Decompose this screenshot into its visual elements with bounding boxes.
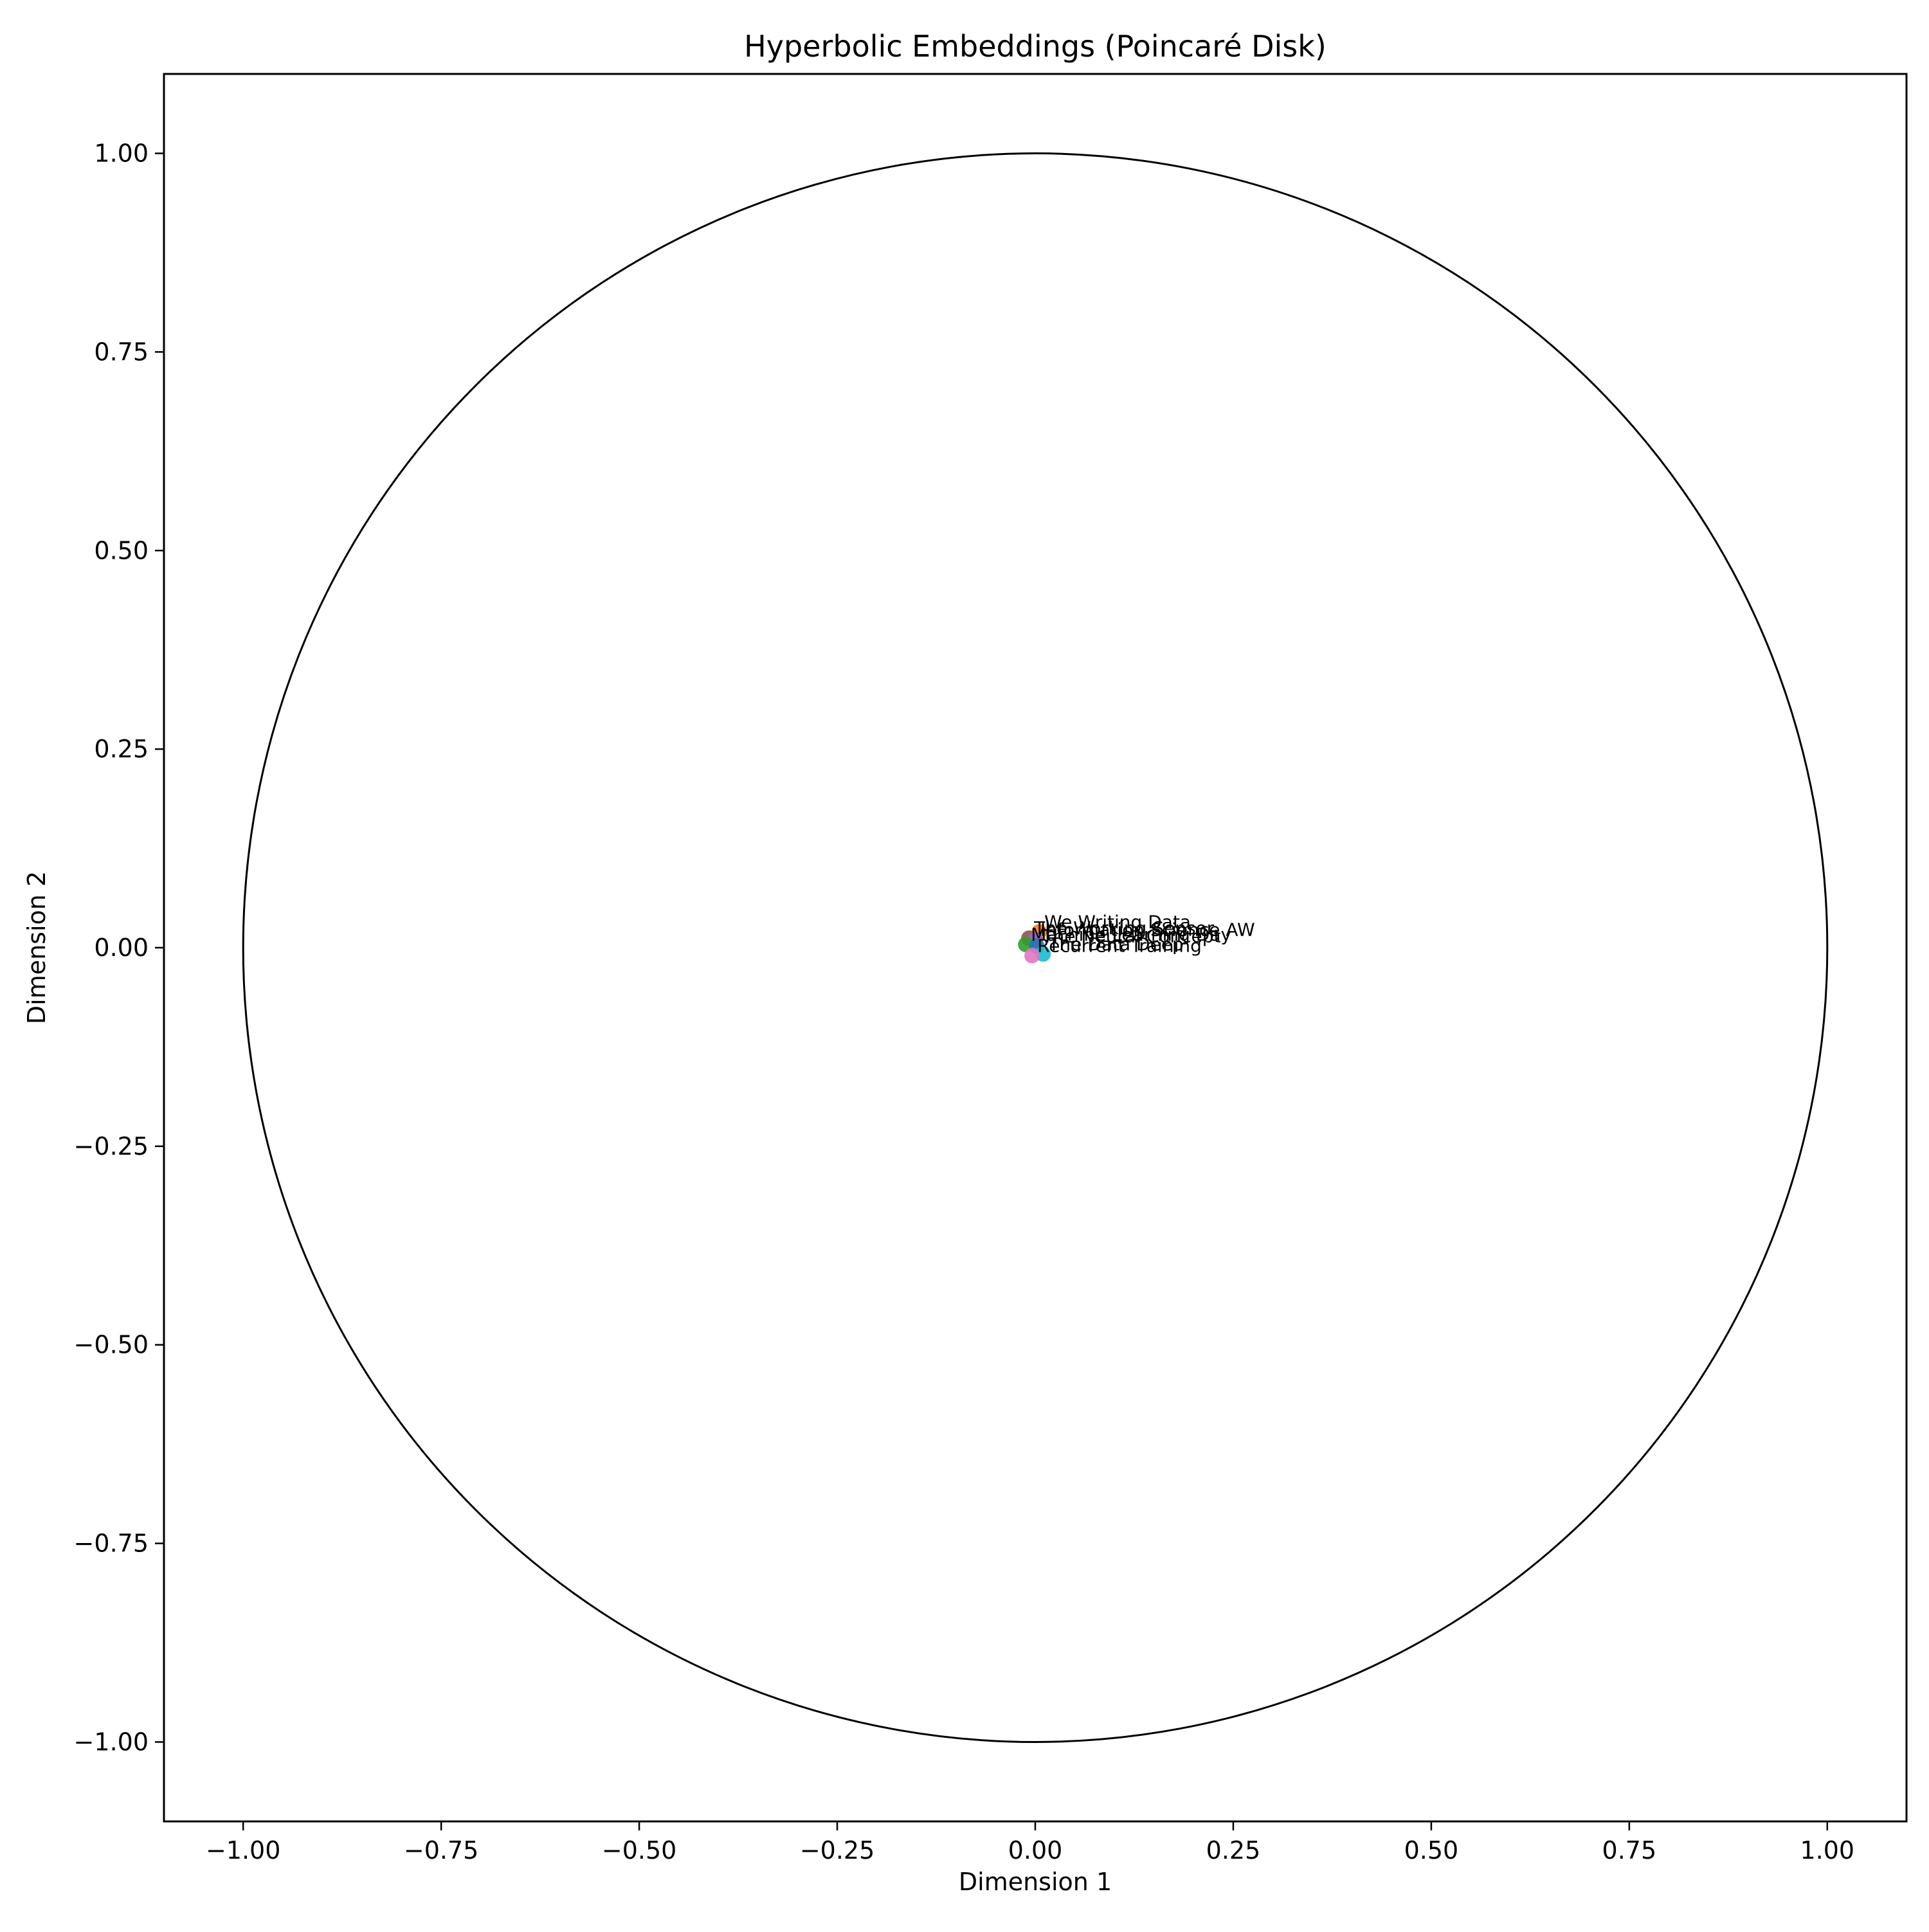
x-tick-label-2: −0.50 bbox=[602, 1836, 676, 1864]
point-label-5: The Data Deep bbox=[1047, 934, 1184, 955]
point-label-4: The Neural Concept bbox=[1041, 926, 1220, 947]
point-label-0: We Writing Data bbox=[1044, 911, 1191, 932]
x-tick-label-3: −0.25 bbox=[800, 1836, 874, 1864]
y-tick-label-3: −0.25 bbox=[74, 1132, 149, 1160]
point-label-3: Machine Learning Day bbox=[1031, 924, 1231, 945]
poincare-boundary-circle bbox=[242, 152, 1829, 1743]
y-tick-label-5: 0.25 bbox=[94, 735, 149, 763]
point-label-2: Information Science AW bbox=[1040, 919, 1255, 941]
y-tick-label-1: −0.75 bbox=[74, 1530, 149, 1558]
x-tick-label-4: 0.00 bbox=[1008, 1836, 1063, 1864]
y-axis-label: Dimension 2 bbox=[23, 871, 51, 1024]
y-tick-label-8: 1.00 bbox=[94, 140, 149, 168]
x-tick-label-6: 0.50 bbox=[1404, 1836, 1459, 1864]
point-label-6: Recurrent Training bbox=[1037, 935, 1202, 956]
x-tick-label-0: −1.00 bbox=[206, 1836, 280, 1864]
point-label-1: The Working Sensor bbox=[1033, 917, 1215, 939]
x-tick-label-1: −0.75 bbox=[404, 1836, 478, 1864]
x-tick-label-5: 0.25 bbox=[1206, 1836, 1261, 1864]
x-axis-label: Dimension 1 bbox=[959, 1868, 1112, 1896]
chart-title: Hyperbolic Embeddings (Poincaré Disk) bbox=[744, 29, 1327, 64]
y-tick-label-7: 0.75 bbox=[94, 338, 149, 366]
y-tick-label-2: −0.50 bbox=[74, 1331, 149, 1359]
data-point-6 bbox=[1024, 948, 1040, 964]
y-tick-label-4: 0.00 bbox=[94, 934, 149, 962]
y-tick-label-0: −1.00 bbox=[74, 1728, 149, 1756]
x-tick-label-7: 0.75 bbox=[1602, 1836, 1657, 1864]
y-tick-label-6: 0.50 bbox=[94, 536, 149, 564]
x-tick-label-8: 1.00 bbox=[1800, 1836, 1855, 1864]
